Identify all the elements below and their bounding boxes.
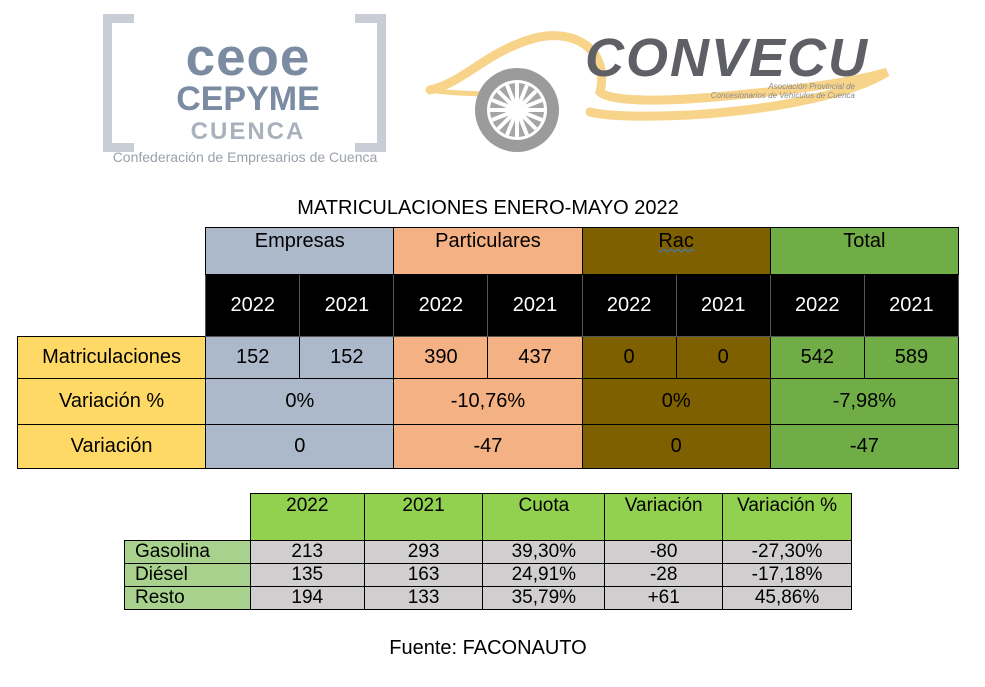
cell-empresas-2022: 152 bbox=[205, 336, 301, 379]
table-row-variacion-pct: Variación % 0% -10,76% 0% -7,98% bbox=[16, 378, 960, 425]
car-wheel-icon bbox=[475, 68, 559, 152]
table-row: Resto 194 133 35,79% +61 45,86% bbox=[124, 586, 852, 610]
fuel-header-variacion: Variación bbox=[604, 493, 724, 541]
year-header-total-2022: 2022 bbox=[769, 274, 865, 337]
cell-particulares-variacion: -47 bbox=[393, 424, 583, 469]
fuel-cell: 45,86% bbox=[722, 586, 852, 610]
cell-rac-2022: 0 bbox=[581, 336, 677, 379]
cell-rac-variacion: 0 bbox=[581, 424, 771, 469]
fuel-cell: 133 bbox=[363, 586, 484, 610]
convecu-logo: CONVECU Asociación Provincial de Concesi… bbox=[425, 22, 895, 162]
fuel-header-row: 2022 2021 Cuota Variación Variación % bbox=[124, 493, 852, 541]
year-header-rac-2022: 2022 bbox=[581, 274, 677, 337]
fuel-cell: 293 bbox=[363, 540, 484, 564]
fuel-cell: 135 bbox=[249, 563, 365, 587]
cell-particulares-2021: 437 bbox=[487, 336, 583, 379]
year-header-particulares-2022: 2022 bbox=[393, 274, 489, 337]
cell-total-variacion: -47 bbox=[769, 424, 960, 469]
cell-particulares-2022: 390 bbox=[393, 336, 489, 379]
group-header-empresas: Empresas bbox=[205, 227, 395, 275]
fuel-label-diesel: Diésel bbox=[124, 563, 251, 587]
convecu-wordmark: CONVECU bbox=[585, 28, 870, 88]
ceoe-tagline: Confederación de Empresarios de Cuenca bbox=[112, 149, 378, 165]
convecu-subtitle: Asociación Provincial de Concesionarios … bbox=[710, 82, 855, 100]
page-title: MATRICULACIONES ENERO-MAYO 2022 bbox=[297, 197, 679, 219]
fuel-cell: -80 bbox=[604, 540, 724, 564]
year-header-empresas-2022: 2022 bbox=[205, 274, 301, 337]
group-header-rac: Rac bbox=[581, 227, 771, 275]
fuel-cell: 163 bbox=[363, 563, 484, 587]
ceoe-wordmark: ceoe bbox=[185, 28, 311, 87]
cell-total-variacion-pct: -7,98% bbox=[769, 378, 960, 425]
table-row: Diésel 135 163 24,91% -28 -17,18% bbox=[124, 563, 852, 587]
fuel-type-table: 2022 2021 Cuota Variación Variación % Ga… bbox=[124, 493, 852, 610]
cell-total-2022: 542 bbox=[769, 336, 865, 379]
year-header-total-2021: 2021 bbox=[863, 274, 960, 337]
row-label-matriculaciones: Matriculaciones bbox=[16, 336, 207, 379]
year-header-row: 2022 2021 2022 2021 2022 2021 2022 2021 bbox=[17, 274, 960, 337]
convecu-swoosh-icon bbox=[425, 31, 890, 152]
cell-empresas-2021: 152 bbox=[299, 336, 395, 379]
cell-total-2021: 589 bbox=[863, 336, 960, 379]
fuel-cell: 24,91% bbox=[482, 563, 606, 587]
year-header-particulares-2021: 2021 bbox=[487, 274, 583, 337]
empty-corner bbox=[17, 274, 206, 337]
fuel-header-cuota: Cuota bbox=[482, 493, 606, 541]
fuel-header-2022: 2022 bbox=[249, 493, 365, 541]
source-note: Fuente: FACONAUTO bbox=[389, 637, 587, 659]
fuel-header-variacion-pct: Variación % bbox=[722, 493, 852, 541]
cell-rac-2021: 0 bbox=[675, 336, 771, 379]
cepyme-wordmark: CEPYME bbox=[176, 80, 320, 118]
cell-rac-variacion-pct: 0% bbox=[581, 378, 771, 425]
group-header-row: Empresas Particulares Rac Total bbox=[17, 227, 960, 275]
rac-label: Rac bbox=[658, 230, 694, 252]
cell-empresas-variacion: 0 bbox=[205, 424, 395, 469]
year-header-rac-2021: 2021 bbox=[675, 274, 771, 337]
fuel-cell: -28 bbox=[604, 563, 724, 587]
cell-empresas-variacion-pct: 0% bbox=[205, 378, 395, 425]
empty-corner bbox=[17, 227, 206, 275]
group-header-particulares: Particulares bbox=[393, 227, 583, 275]
group-header-total: Total bbox=[769, 227, 960, 275]
registrations-table: Empresas Particulares Rac Total 2022 202… bbox=[16, 227, 960, 469]
table-row-matriculaciones: Matriculaciones 152 152 390 437 0 0 542 … bbox=[16, 336, 960, 379]
fuel-cell: 35,79% bbox=[482, 586, 606, 610]
table-row: Gasolina 213 293 39,30% -80 -27,30% bbox=[124, 540, 852, 564]
cell-particulares-variacion-pct: -10,76% bbox=[393, 378, 583, 425]
cuenca-wordmark: CUENCA bbox=[190, 118, 306, 145]
fuel-cell: -27,30% bbox=[722, 540, 852, 564]
row-label-variacion-pct: Variación % bbox=[16, 378, 207, 425]
fuel-cell: 39,30% bbox=[482, 540, 606, 564]
fuel-header-2021: 2021 bbox=[363, 493, 484, 541]
table-row-variacion: Variación 0 -47 0 -47 bbox=[16, 424, 960, 469]
logo-bracket-left bbox=[103, 14, 134, 152]
year-header-empresas-2021: 2021 bbox=[299, 274, 395, 337]
ceoe-cepyme-logo: ceoe CEPYME CUENCA Confederación de Empr… bbox=[100, 12, 390, 172]
fuel-cell: 213 bbox=[249, 540, 365, 564]
fuel-label-resto: Resto bbox=[124, 586, 251, 610]
logo-bracket-right bbox=[355, 14, 386, 152]
fuel-label-gasolina: Gasolina bbox=[124, 540, 251, 564]
fuel-cell: 194 bbox=[249, 586, 365, 610]
fuel-cell: -17,18% bbox=[722, 563, 852, 587]
fuel-cell: +61 bbox=[604, 586, 724, 610]
row-label-variacion: Variación bbox=[16, 424, 207, 469]
empty-corner bbox=[124, 493, 251, 541]
